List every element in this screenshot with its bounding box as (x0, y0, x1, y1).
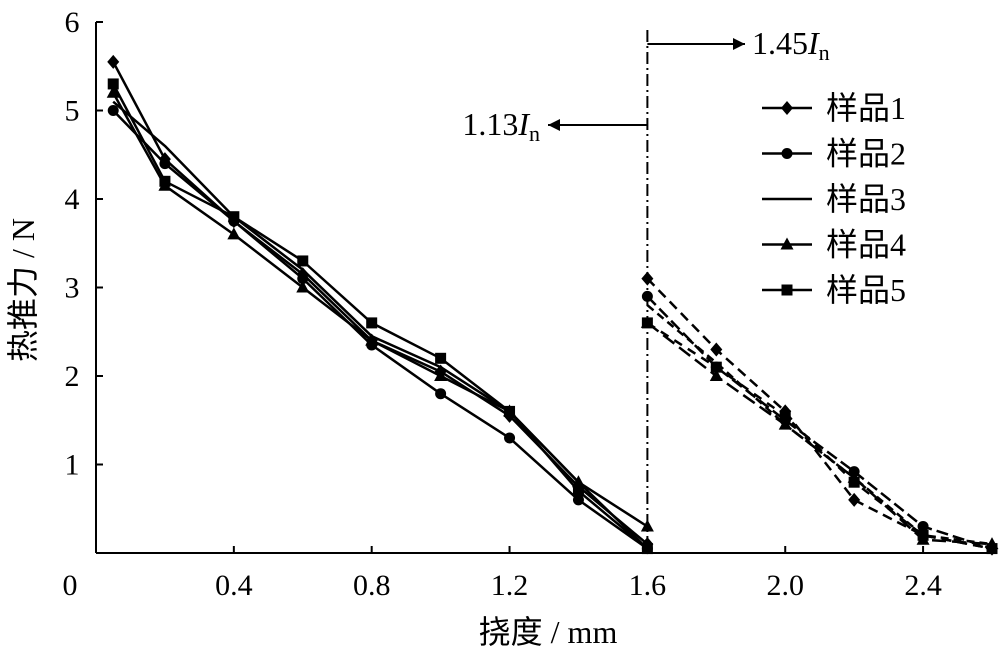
data-point (106, 85, 120, 98)
legend-item: 样品2 (762, 136, 906, 172)
legend-item: 样品4 (762, 227, 906, 263)
series-line-dashed (646, 321, 993, 550)
data-point (297, 255, 309, 267)
data-point (435, 388, 447, 400)
data-point (435, 352, 447, 364)
legend-label: 样品5 (826, 272, 906, 308)
annot-145-arrowhead (733, 38, 745, 50)
data-point (366, 317, 378, 329)
data-point (986, 543, 998, 555)
data-point (917, 520, 929, 532)
data-point (296, 280, 310, 293)
y-tick-label: 5 (65, 95, 80, 128)
series-line-solid (112, 100, 649, 550)
data-point (778, 417, 792, 430)
legend-item: 样品5 (762, 272, 906, 308)
data-point (641, 317, 653, 329)
data-point (297, 273, 309, 285)
annotations: 1.13In 1.45In (462, 25, 829, 146)
legend-label: 样品4 (826, 227, 906, 263)
x-tick-label: 1.6 (629, 569, 667, 602)
series-group (106, 54, 999, 556)
data-point (228, 211, 240, 223)
data-point (504, 432, 516, 444)
data-point (709, 369, 723, 381)
x-axis-title: 挠度 / mm (479, 614, 618, 650)
data-point (641, 271, 654, 286)
data-point (107, 105, 119, 116)
data-point (781, 148, 793, 159)
y-tick-label: 1 (65, 449, 80, 482)
data-point (159, 158, 171, 170)
legend: 样品1 样品2 样品3 样品4 样品5 (762, 90, 906, 308)
data-point (781, 101, 793, 115)
annot-145: 1.45In (647, 25, 830, 65)
series-5 (107, 78, 998, 555)
y-tick-label: 3 (65, 272, 80, 305)
data-point (781, 284, 793, 296)
annot-145-text: 1.45In (752, 25, 830, 65)
series-line-solid (112, 92, 649, 528)
data-point (434, 369, 448, 381)
data-point (917, 529, 929, 541)
data-point (159, 175, 171, 187)
x-tick-label: 2.0 (766, 569, 804, 602)
data-point (641, 543, 653, 555)
y-tick-label: 2 (65, 360, 80, 393)
data-point (641, 290, 653, 302)
series-line-dashed (646, 304, 993, 546)
annot-113: 1.13In (462, 106, 648, 146)
series-line-dashed (646, 321, 993, 546)
data-point (848, 492, 861, 507)
legend-item: 样品3 (762, 181, 906, 217)
data-point (710, 342, 723, 357)
x-tick-label: 1.2 (491, 569, 529, 602)
x-ticks: 0.4 0.8 1.2 1.6 2.0 2.4 (215, 546, 942, 602)
data-point (779, 410, 791, 422)
x-origin-label: 0 (63, 569, 78, 602)
data-point (365, 333, 379, 346)
legend-item: 样品1 (762, 90, 906, 126)
y-tick-label: 4 (65, 183, 80, 216)
y-axis-title: 热推力 / N (5, 218, 41, 362)
data-point (640, 519, 654, 532)
annot-113-arrowhead (548, 119, 560, 131)
data-point (572, 485, 584, 497)
data-point (848, 476, 860, 488)
legend-label: 样品2 (826, 136, 906, 172)
x-tick-label: 2.4 (904, 569, 942, 602)
x-tick-label: 0.4 (215, 569, 253, 602)
data-point (571, 475, 585, 488)
data-point (107, 54, 120, 69)
data-point (572, 494, 584, 506)
series-line-dashed (646, 277, 993, 550)
annot-113-text: 1.13In (462, 106, 540, 146)
x-tick-label: 0.8 (353, 569, 391, 602)
y-ticks: 1 2 3 4 5 6 (65, 6, 103, 482)
data-point (710, 361, 722, 373)
y-tick-label: 6 (65, 6, 80, 39)
legend-label: 样品3 (826, 181, 906, 217)
series-line-solid (112, 83, 649, 550)
data-point (107, 78, 119, 90)
data-point (504, 405, 516, 417)
data-point (780, 237, 794, 250)
series-line-dashed (646, 295, 993, 550)
data-point (227, 227, 241, 240)
legend-label: 样品1 (826, 90, 906, 126)
